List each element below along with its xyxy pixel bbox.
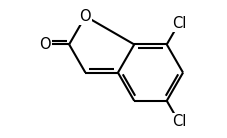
Text: O: O — [79, 9, 91, 24]
Text: Cl: Cl — [171, 114, 185, 129]
Text: Cl: Cl — [171, 16, 185, 31]
Text: O: O — [39, 37, 51, 52]
